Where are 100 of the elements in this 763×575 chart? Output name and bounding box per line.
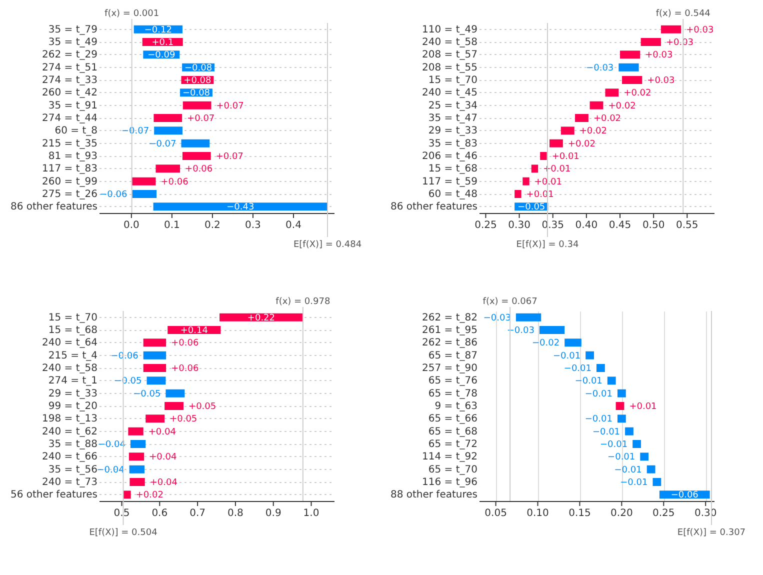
data-label: −0.04 (96, 465, 125, 476)
y-tick-label: 274 = t_51 (42, 62, 98, 74)
y-tick-label: 65 = t_78 (428, 388, 478, 400)
data-label: +0.06 (171, 338, 199, 349)
data-label: −0.03 (483, 313, 511, 324)
data-label: +0.01 (534, 177, 562, 188)
y-tick-label: 262 = t_29 (42, 50, 98, 61)
y-tick-label: 35 = t_47 (428, 113, 478, 124)
y-tick-label: 60 = t_48 (428, 189, 478, 200)
bar (625, 427, 634, 436)
bar (166, 389, 185, 398)
data-label: +0.01 (552, 152, 580, 162)
data-label: −0.05 (133, 389, 161, 400)
x-tick-label: 0.4 (286, 220, 302, 231)
x-tick-label: 0.15 (568, 508, 591, 519)
bar (539, 326, 565, 334)
bar (531, 164, 538, 173)
data-label: −0.02 (532, 338, 560, 349)
y-tick-label: 274 = t_1 (48, 376, 98, 387)
bar (640, 452, 649, 461)
x-tick-label: 0.45 (608, 220, 632, 231)
y-tick-label: 240 = t_58 (422, 37, 478, 48)
y-tick-label: 114 = t_92 (422, 452, 478, 463)
data-label: +0.03 (686, 25, 714, 36)
x-tick-label: 0.6 (152, 508, 168, 519)
bar (156, 164, 180, 173)
bar (154, 126, 182, 135)
y-tick-label: 275 = t_26 (42, 189, 98, 200)
y-tick-label: 9 = t_63 (434, 401, 478, 412)
bar (182, 152, 211, 160)
bar (153, 202, 328, 211)
x-tick-label: 0.30 (694, 508, 717, 519)
data-label: −0.06 (670, 490, 699, 501)
data-label: +0.05 (188, 402, 216, 412)
data-label: +0.07 (187, 114, 215, 124)
data-label: −0.03 (586, 63, 614, 74)
data-label: −0.01 (552, 351, 581, 362)
data-label: +0.02 (568, 139, 596, 150)
bar (540, 152, 547, 160)
x-tick-label: 0.0 (123, 220, 140, 231)
data-label: −0.43 (226, 202, 254, 213)
data-label: −0.01 (584, 414, 612, 425)
bar (164, 402, 184, 410)
y-tick-label: 29 = t_33 (48, 388, 98, 400)
data-label: +0.02 (624, 88, 652, 99)
bar (130, 440, 146, 448)
data-label: +0.14 (180, 326, 208, 336)
data-label: +0.02 (136, 490, 164, 501)
y-tick-label: 65 = t_68 (428, 426, 478, 438)
bar (182, 101, 212, 110)
data-label: +0.06 (185, 164, 213, 175)
x-tick-label: 0.10 (526, 508, 549, 519)
bar (564, 338, 582, 347)
x-tick-label: 0.40 (575, 220, 598, 231)
y-tick-label: 65 = t_70 (428, 464, 478, 476)
data-label: −0.01 (564, 364, 592, 374)
data-label: +0.01 (629, 402, 657, 412)
x-tick-label: 0.7 (190, 508, 206, 519)
data-label: +0.04 (148, 427, 176, 438)
bar (605, 88, 619, 97)
bar (590, 101, 604, 110)
y-tick-label: 206 = t_46 (422, 151, 478, 162)
y-tick-label: 208 = t_57 (422, 50, 478, 61)
y-tick-label: 65 = t_76 (428, 376, 478, 387)
bar (129, 465, 144, 474)
x-tick-label: 0.05 (484, 508, 507, 519)
y-tick-label: 81 = t_93 (48, 151, 98, 162)
bar (550, 139, 563, 148)
y-tick-label: 240 = t_58 (42, 363, 98, 374)
y-tick-label: 198 = t_13 (42, 414, 98, 425)
y-tick-label: 260 = t_42 (42, 88, 98, 99)
bar (146, 414, 165, 423)
bar (130, 478, 145, 486)
bar (143, 364, 166, 372)
x-tick-label: 0.55 (676, 220, 698, 231)
y-tick-label: 88 other features (390, 490, 478, 501)
y-tick-label: 208 = t_55 (422, 62, 478, 74)
y-tick-label: 274 = t_33 (42, 75, 98, 86)
x-tick-label: 0.9 (265, 508, 282, 519)
data-label: +0.07 (216, 152, 244, 162)
bar (514, 190, 522, 198)
y-tick-label: 261 = t_95 (422, 325, 478, 336)
x-tick-label: 0.1 (164, 220, 180, 231)
bar (607, 376, 616, 385)
y-tick-label: 15 = t_70 (428, 75, 478, 86)
x-tick-label: 0.25 (652, 508, 675, 519)
data-label: +0.02 (593, 114, 622, 124)
y-tick-label: 35 = t_79 (48, 24, 98, 36)
y-tick-label: 260 = t_99 (42, 176, 98, 188)
data-label: −0.01 (592, 427, 620, 438)
y-tick-label: 56 other features (10, 490, 98, 501)
y-tick-label: 215 = t_35 (42, 138, 98, 150)
data-label: +0.02 (608, 101, 636, 112)
bar (660, 25, 682, 34)
data-label: −0.03 (506, 326, 534, 336)
bar (652, 478, 662, 486)
bar (128, 427, 144, 436)
y-tick-label: 117 = t_59 (422, 176, 478, 188)
data-label: +0.08 (184, 76, 212, 86)
y-tick-label: 240 = t_66 (42, 452, 98, 463)
